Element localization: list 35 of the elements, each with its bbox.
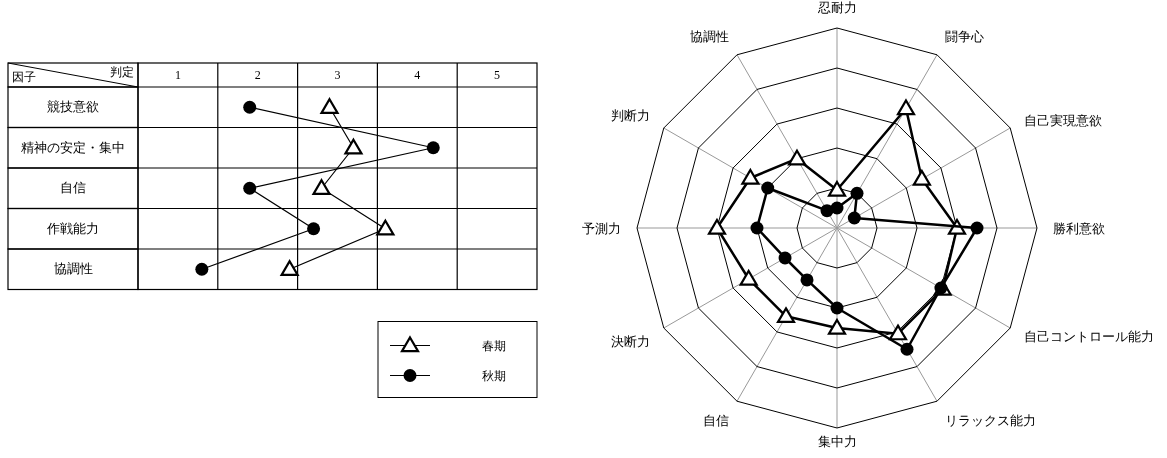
x-tick-label: 3 <box>334 68 341 82</box>
x-tick-label: 1 <box>174 68 181 82</box>
point <box>376 219 395 236</box>
y-tick-label: 自信 <box>60 181 86 196</box>
y-tick-label: 精神の安定・集中 <box>21 139 125 155</box>
point <box>243 181 257 195</box>
spoke-label: 協調性 <box>690 29 729 44</box>
point <box>320 98 339 114</box>
spoke-label: リラックス能力 <box>945 414 1036 429</box>
x-tick-label: 5 <box>494 68 501 82</box>
spoke-label: 集中力 <box>817 435 857 449</box>
point <box>280 260 299 276</box>
spoke-label: 決断力 <box>610 335 650 349</box>
x-tick-label: 4 <box>414 68 421 82</box>
x-axis-title: 判定 <box>110 65 134 79</box>
point <box>243 100 257 114</box>
y-tick-label: 競技意欲 <box>47 100 99 115</box>
x-tick-label: 2 <box>254 68 261 82</box>
point <box>426 141 440 155</box>
point <box>195 262 209 276</box>
y-tick-label: 協調性 <box>53 262 93 277</box>
spoke-label: 判断力 <box>610 109 650 123</box>
point <box>312 179 331 195</box>
spoke-label: 勝利意欲 <box>1053 222 1105 236</box>
y-axis-title: 因子 <box>12 70 36 84</box>
spoke-label: 自己実現意欲 <box>1024 113 1103 128</box>
spoke-label: 闘争心 <box>945 28 984 44</box>
point <box>307 222 321 236</box>
spoke-label: 自己コントロール能力 <box>1024 330 1155 344</box>
legend: 春期 秋期 <box>377 321 538 398</box>
spoke-label: 忍耐力 <box>816 1 857 15</box>
spoke-label: 予測力 <box>582 222 621 236</box>
point <box>344 138 363 155</box>
spoke-label: 自信 <box>703 414 729 429</box>
y-tick-label: 作戦能力 <box>46 221 99 236</box>
